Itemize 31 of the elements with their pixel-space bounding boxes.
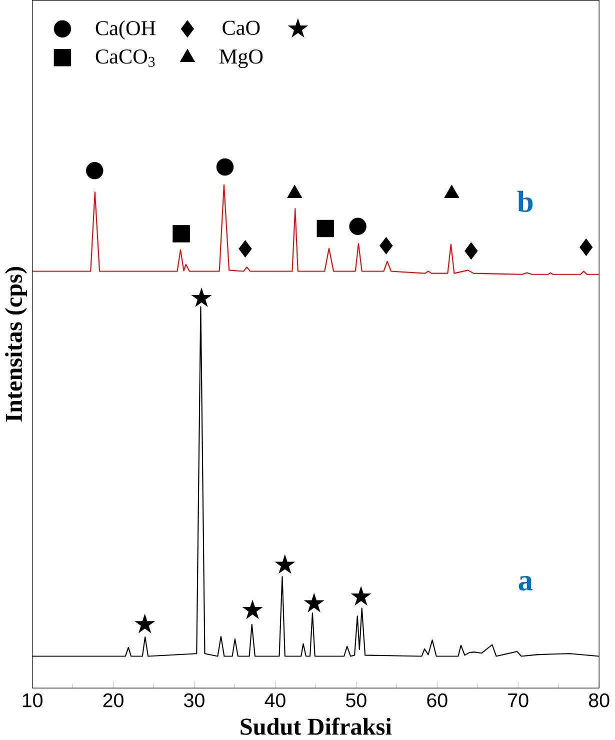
x-tick-label: 60 <box>427 693 448 708</box>
point <box>172 225 190 242</box>
legend-label: CaCO$_{3}$ <box>96 49 155 67</box>
point <box>349 218 366 236</box>
legend-label: CaO <box>222 20 260 35</box>
text: b <box>517 190 533 212</box>
point <box>580 238 593 256</box>
x-tick-label: 10 <box>22 693 42 708</box>
point <box>464 242 478 260</box>
legend-label: Ca(OH <box>96 20 156 40</box>
x-tick-label: 40 <box>264 693 286 708</box>
point <box>242 600 263 620</box>
x-tick-label: 30 <box>184 693 204 708</box>
point <box>304 592 324 612</box>
x-tick-label: 50 <box>346 693 366 708</box>
x-tick-label: 70 <box>508 693 528 708</box>
point <box>316 220 334 238</box>
legend-label: MgO <box>219 49 263 68</box>
x-tick-label: 20 <box>103 693 124 708</box>
x-axis-title: Sudut Difraksi <box>240 718 392 735</box>
point <box>134 614 156 634</box>
x-tick-label: 80 <box>589 693 610 708</box>
series-label: a <box>518 576 532 591</box>
point <box>274 554 296 574</box>
y-axis-title: Intensitas (cps) <box>5 266 27 422</box>
point <box>380 237 393 254</box>
point <box>350 586 372 606</box>
point <box>238 240 252 258</box>
point <box>86 162 104 180</box>
point <box>191 288 212 308</box>
point <box>216 158 234 176</box>
